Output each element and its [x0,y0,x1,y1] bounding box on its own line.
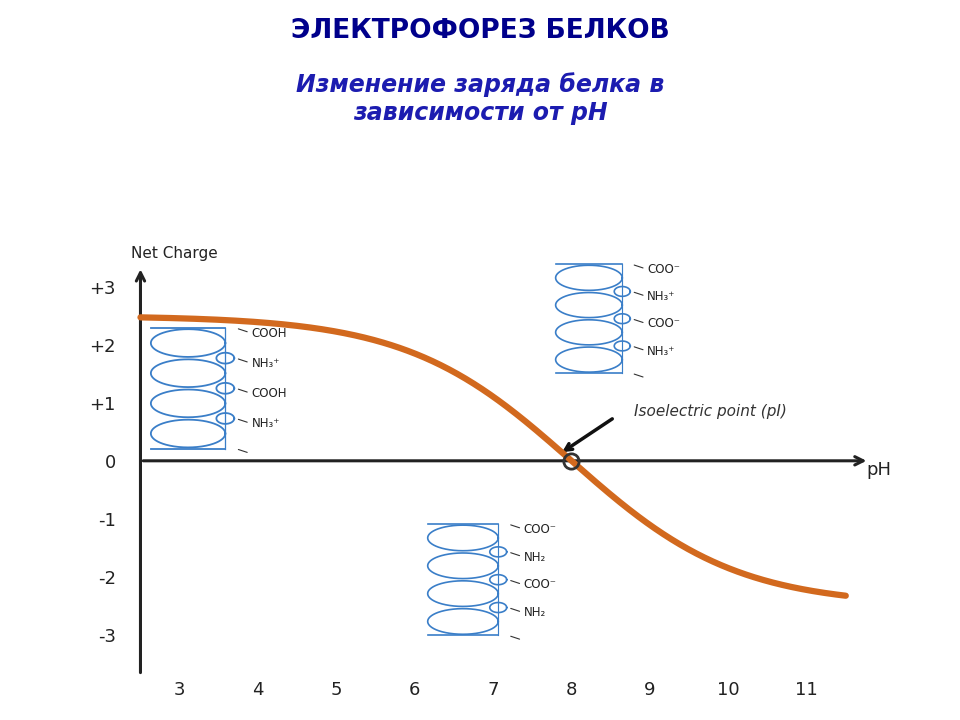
Text: ЭЛЕКТРОФОРЕЗ БЕЛКОВ: ЭЛЕКТРОФОРЕЗ БЕЛКОВ [291,18,669,44]
Text: COOH: COOH [252,327,287,340]
Text: NH₃⁺: NH₃⁺ [647,290,676,303]
Text: NH₃⁺: NH₃⁺ [647,345,676,358]
Text: COOH: COOH [252,387,287,400]
Text: NH₃⁺: NH₃⁺ [252,417,279,430]
Text: NH₃⁺: NH₃⁺ [252,357,279,370]
Text: NH₂: NH₂ [524,551,546,564]
Text: COO⁻: COO⁻ [647,318,681,330]
Text: Net Charge: Net Charge [132,246,218,261]
Text: Изменение заряда белка в
зависимости от рН: Изменение заряда белка в зависимости от … [296,72,664,125]
Text: NH₂: NH₂ [524,606,546,619]
Text: COO⁻: COO⁻ [524,578,557,591]
Text: COO⁻: COO⁻ [524,523,557,536]
Text: рН: рН [866,461,891,479]
Text: COO⁻: COO⁻ [647,263,681,276]
Text: Isoelectric point (pI): Isoelectric point (pI) [635,404,787,419]
